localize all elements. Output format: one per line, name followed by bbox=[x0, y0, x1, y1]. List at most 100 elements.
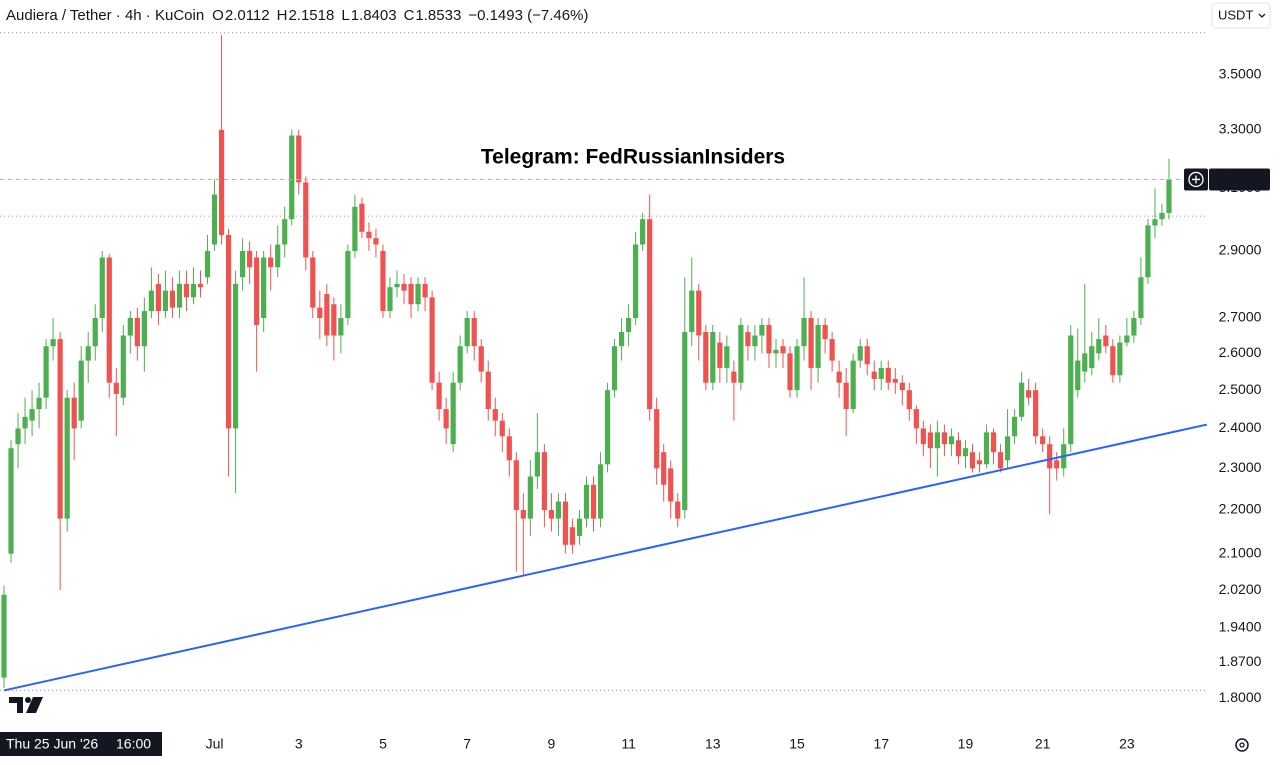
candle-body bbox=[654, 409, 660, 469]
candle-body bbox=[850, 360, 856, 410]
y-tick-label: 3.3000 bbox=[1219, 121, 1262, 137]
candle-body bbox=[1103, 335, 1109, 347]
candle-body bbox=[703, 331, 709, 383]
candle-body bbox=[962, 448, 969, 457]
candle-body bbox=[941, 432, 948, 445]
candle-body bbox=[983, 432, 990, 465]
candle-body bbox=[57, 339, 63, 519]
last-price-label: 3.1299 bbox=[1219, 170, 1262, 186]
candle-body bbox=[268, 257, 274, 268]
candle-body bbox=[78, 360, 84, 421]
candle-body bbox=[296, 135, 302, 183]
candle-body bbox=[443, 409, 449, 429]
symbol-title: Audiera / Tether · 4h · KuCoin bbox=[6, 7, 204, 24]
candle-body bbox=[766, 324, 772, 354]
candle-body bbox=[1047, 444, 1053, 469]
candle-body bbox=[927, 432, 933, 449]
candle-body bbox=[1075, 360, 1081, 391]
ohlc-key: C bbox=[404, 7, 415, 24]
crosshair-label: Thu 25 Jun '26 16:00 bbox=[0, 732, 162, 756]
candle-body bbox=[218, 129, 225, 235]
logo-dot bbox=[25, 697, 31, 703]
candle-body bbox=[303, 182, 309, 258]
candle-body bbox=[738, 324, 744, 383]
candle-body bbox=[85, 346, 91, 361]
candle-body bbox=[1004, 436, 1011, 461]
candle-body bbox=[373, 238, 379, 245]
candle-body bbox=[1, 594, 7, 678]
candle-body bbox=[1159, 212, 1165, 220]
y-tick-label: 2.7000 bbox=[1219, 309, 1262, 325]
candle-body bbox=[871, 371, 877, 379]
candle-body bbox=[204, 250, 211, 278]
candle-body bbox=[261, 257, 267, 318]
candle-body bbox=[745, 331, 751, 347]
candle-body bbox=[857, 346, 863, 361]
candle-body bbox=[696, 290, 702, 336]
candle-body bbox=[640, 219, 646, 245]
candle-body bbox=[668, 468, 674, 502]
candle-body bbox=[1033, 390, 1039, 437]
candle-body bbox=[394, 283, 400, 288]
ohlc-key: H bbox=[277, 7, 288, 24]
candle-body bbox=[120, 335, 126, 398]
ohlc-value: 2.0112 bbox=[225, 7, 270, 24]
settings-icon[interactable] bbox=[1235, 738, 1249, 752]
candle-body bbox=[990, 432, 997, 453]
candle-body bbox=[162, 290, 169, 312]
ohlc-key: O bbox=[212, 7, 224, 24]
candle-body bbox=[661, 452, 667, 485]
button-frame[interactable] bbox=[1211, 2, 1271, 29]
candle-body bbox=[1054, 460, 1060, 469]
y-tick-label: 2.3000 bbox=[1219, 459, 1262, 475]
candle-body bbox=[597, 464, 604, 519]
x-tick-label: 3 bbox=[295, 736, 303, 752]
currency-button[interactable]: USDT bbox=[1211, 2, 1271, 29]
candle-body bbox=[1166, 179, 1172, 213]
gear[interactable] bbox=[1235, 738, 1249, 752]
candle-body bbox=[808, 317, 814, 368]
candle-body bbox=[548, 510, 555, 519]
candle-body bbox=[64, 397, 70, 519]
candle-body bbox=[29, 409, 35, 421]
candle-body bbox=[155, 283, 161, 312]
x-tick-label: 17 bbox=[873, 736, 889, 752]
candle-body bbox=[1124, 335, 1130, 343]
candle-body bbox=[317, 307, 323, 318]
candle-body bbox=[562, 501, 569, 545]
candle-body bbox=[247, 250, 253, 268]
candle-body bbox=[429, 297, 435, 383]
candle-body bbox=[997, 452, 1004, 469]
candle-body bbox=[534, 452, 540, 477]
add-alert-icon bbox=[1188, 171, 1204, 188]
candle-body bbox=[254, 257, 260, 325]
candle-body bbox=[422, 283, 428, 298]
candle-body bbox=[899, 382, 905, 391]
candle-body bbox=[780, 346, 786, 354]
candle-body bbox=[282, 219, 288, 245]
candle-body bbox=[555, 501, 562, 519]
candle-body bbox=[647, 219, 653, 410]
candle-body bbox=[499, 420, 505, 437]
gear-center[interactable] bbox=[1239, 742, 1245, 748]
candle-body bbox=[352, 206, 358, 251]
candle-body bbox=[310, 257, 316, 308]
candle-body bbox=[717, 342, 723, 368]
trendline bbox=[3, 423, 1208, 692]
candle-body bbox=[148, 290, 154, 312]
y-tick-label: 2.5000 bbox=[1219, 381, 1262, 397]
candle-body bbox=[1019, 382, 1025, 417]
candle-body bbox=[99, 257, 105, 318]
candle-body bbox=[1138, 277, 1144, 318]
candle-body bbox=[583, 484, 590, 519]
candle-body bbox=[1110, 346, 1116, 376]
candle-body bbox=[15, 428, 21, 445]
candle-body bbox=[773, 349, 779, 354]
candle-body bbox=[1131, 317, 1137, 336]
candle-body bbox=[801, 317, 807, 347]
logo bbox=[9, 697, 43, 713]
candle-body bbox=[682, 331, 688, 511]
x-tick-label: 9 bbox=[548, 736, 556, 752]
currency-label[interactable]: USDT bbox=[1218, 7, 1253, 22]
